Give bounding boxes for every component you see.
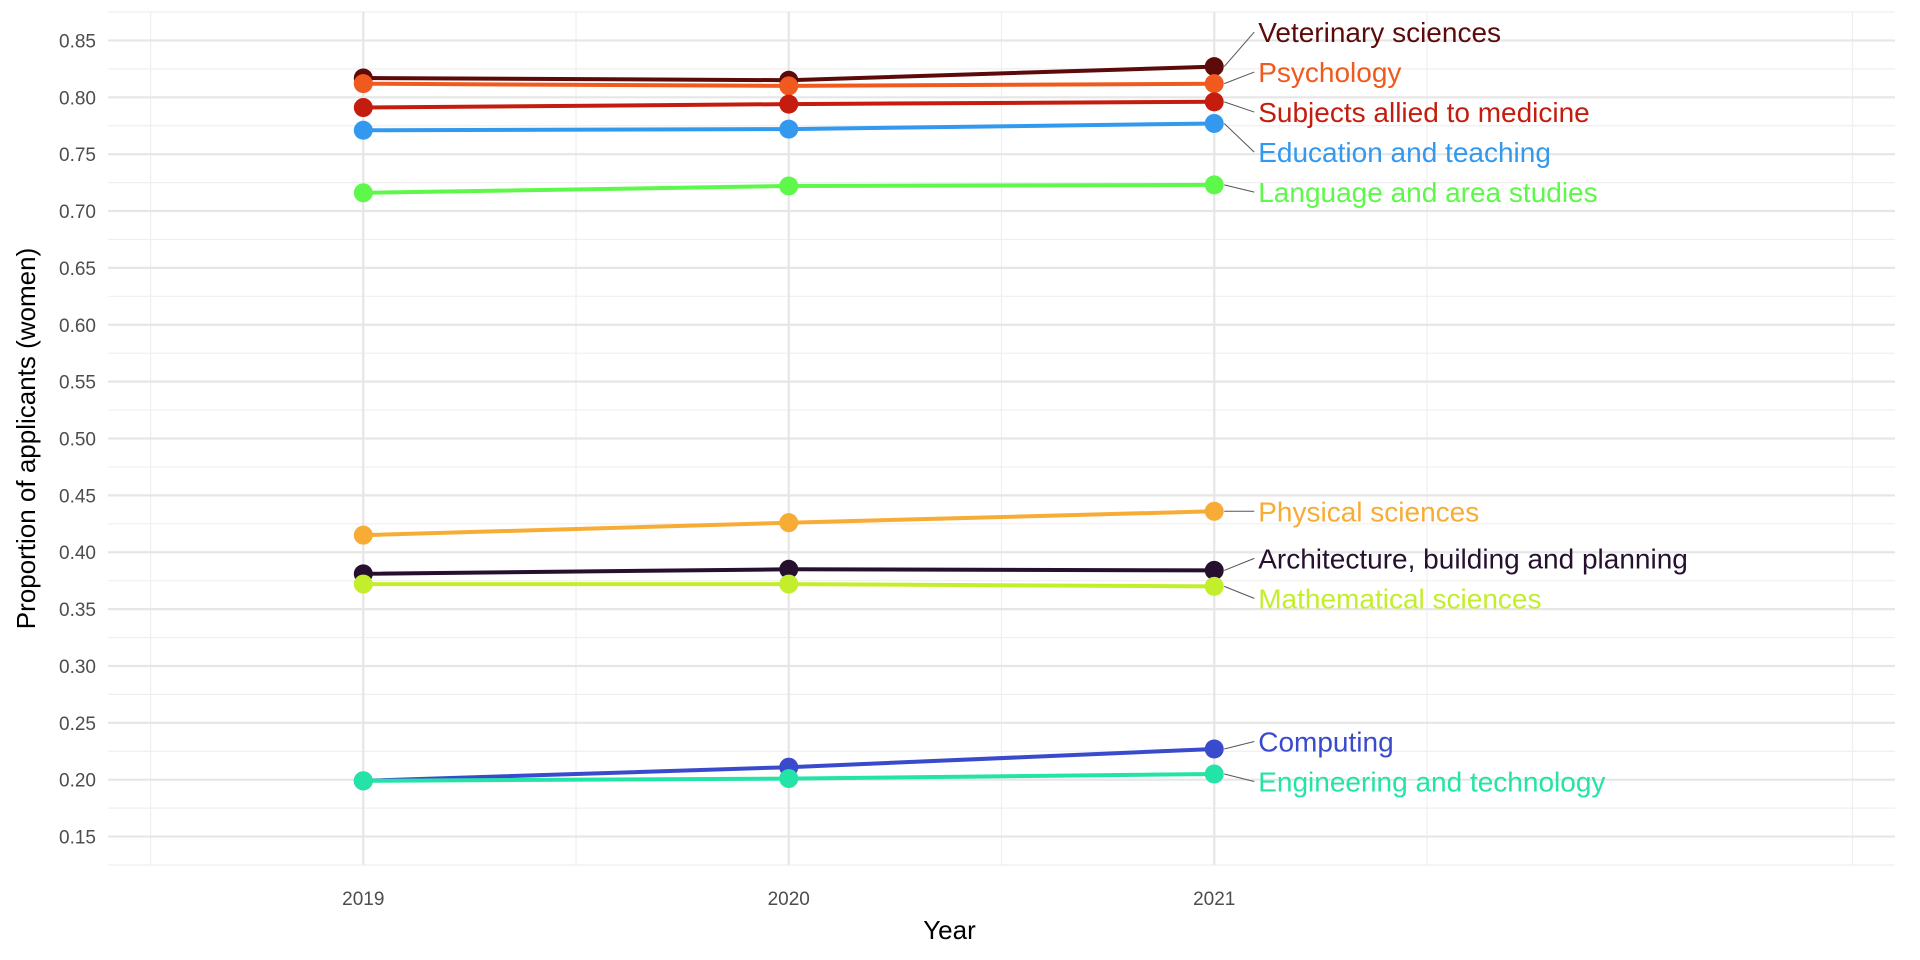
data-point [779, 76, 799, 96]
y-tick-label: 0.20 [59, 771, 96, 792]
data-point [1204, 560, 1224, 580]
x-tick-label: 2020 [768, 889, 810, 910]
data-point [1204, 74, 1224, 94]
y-tick-label: 0.85 [59, 31, 96, 52]
series-label: Veterinary sciences [1258, 17, 1501, 48]
series-label: Architecture, building and planning [1258, 543, 1688, 574]
label-leader-line [1224, 557, 1255, 571]
data-point [1204, 57, 1224, 77]
data-point [779, 119, 799, 139]
x-tick-label: 2021 [1193, 889, 1235, 910]
label-leader-line [1224, 773, 1255, 782]
y-tick-label: 0.40 [59, 543, 96, 564]
series-label: Subjects allied to medicine [1258, 97, 1590, 128]
series-labels: Veterinary sciences Psychology Subjects al… [1223, 17, 1688, 798]
label-leader-line [1224, 741, 1255, 750]
data-point [1204, 764, 1224, 784]
data-point [779, 574, 799, 594]
data-point [353, 574, 373, 594]
y-tick-label: 0.70 [59, 202, 96, 223]
label-leader-line [1224, 184, 1255, 193]
x-tick-label: 2019 [342, 889, 384, 910]
data-point [1204, 175, 1224, 195]
data-point [353, 98, 373, 118]
data-point [779, 513, 799, 533]
series-label: Education and teaching [1258, 137, 1551, 168]
data-point [779, 769, 799, 789]
y-tick-label: 0.50 [59, 430, 96, 451]
grid-lines [108, 11, 1895, 866]
x-axis-title: Year [923, 915, 976, 945]
y-tick-label: 0.25 [59, 714, 96, 735]
label-leader-line [1224, 101, 1255, 113]
data-point [353, 525, 373, 545]
y-tick-label: 0.75 [59, 145, 96, 166]
label-leader-line [1224, 71, 1255, 85]
series-label: Computing [1258, 727, 1393, 758]
data-point [353, 120, 373, 140]
series-points [353, 57, 1224, 791]
data-point [779, 559, 799, 579]
data-point [1204, 739, 1224, 759]
series-label: Language and area studies [1258, 177, 1597, 208]
series-label: Psychology [1258, 57, 1401, 88]
label-leader-line [1223, 123, 1255, 153]
y-tick-label: 0.35 [59, 600, 96, 621]
data-point [1204, 576, 1224, 596]
series-label: Mathematical sciences [1258, 583, 1541, 614]
data-point [779, 176, 799, 196]
y-tick-label: 0.55 [59, 373, 96, 394]
y-tick-label: 0.15 [59, 828, 96, 849]
series-label: Engineering and technology [1258, 767, 1605, 798]
data-point [1204, 92, 1224, 112]
label-leader-line [1223, 31, 1255, 67]
data-point [353, 74, 373, 94]
data-point [353, 183, 373, 203]
data-point [1204, 501, 1224, 521]
data-point [1204, 113, 1224, 133]
y-axis-title: Proportion of applicants (women) [11, 248, 41, 630]
data-point [353, 771, 373, 791]
y-tick-label: 0.65 [59, 259, 96, 280]
x-axis-tick-labels: 2019 2020 2021 [342, 889, 1235, 910]
label-leader-line [1224, 585, 1255, 599]
y-axis-tick-labels: 0.15 0.20 0.25 0.30 0.35 0.40 0.45 0.50 0.55 0.60… [59, 31, 96, 848]
series-label: Physical sciences [1258, 496, 1479, 527]
y-tick-label: 0.45 [59, 486, 96, 507]
y-tick-label: 0.80 [59, 88, 96, 109]
y-tick-label: 0.30 [59, 657, 96, 678]
y-tick-label: 0.60 [59, 316, 96, 337]
data-point [779, 94, 799, 114]
